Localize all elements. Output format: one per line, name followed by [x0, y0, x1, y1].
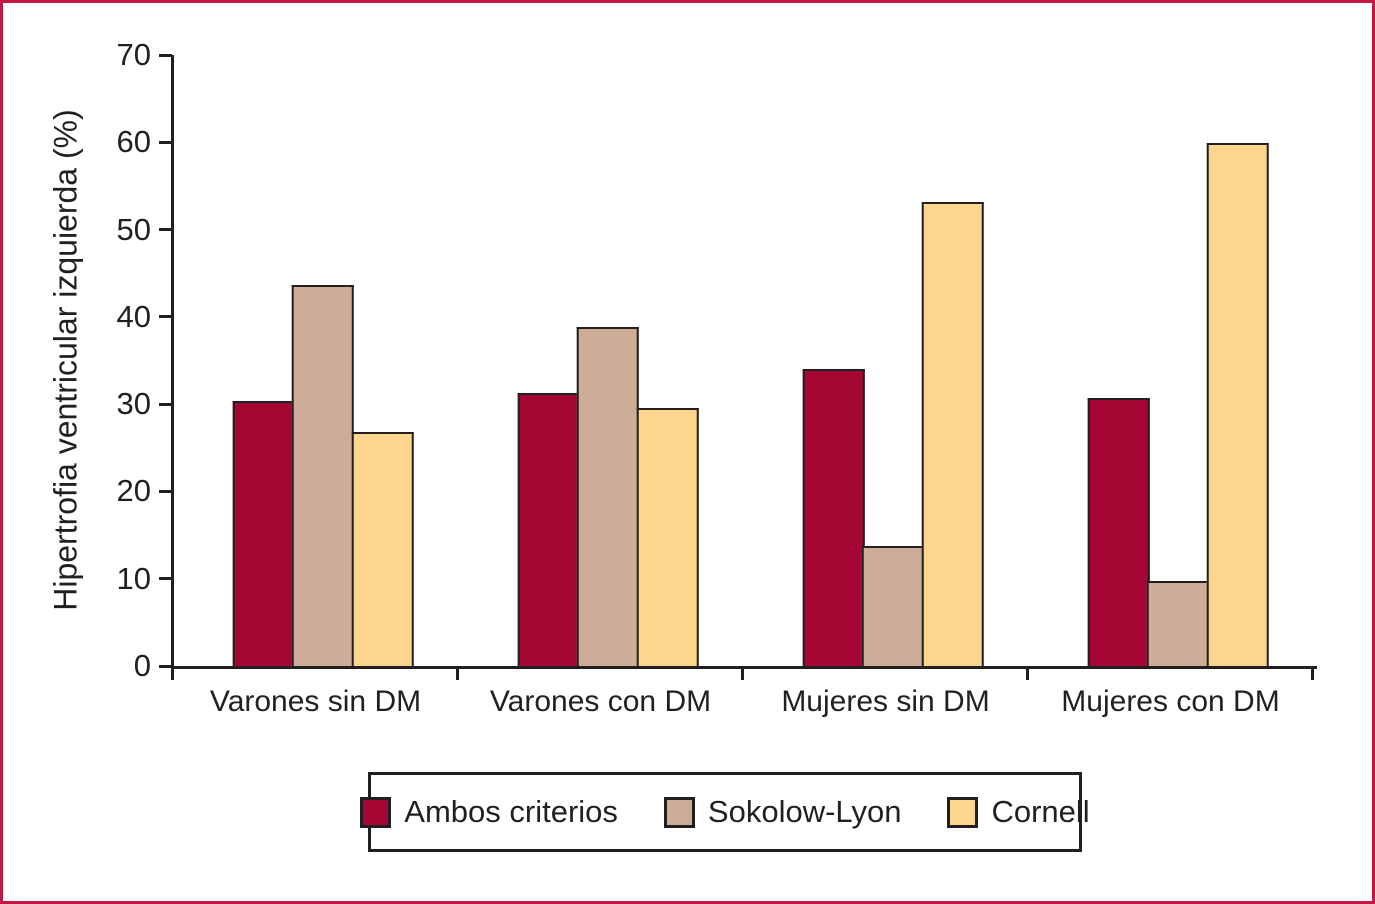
bar-group-2 — [458, 55, 743, 666]
x-tick-mark — [1311, 669, 1314, 680]
x-tick-mark — [171, 669, 174, 680]
x-category-label: Varones sin DM — [209, 685, 422, 718]
y-tick-mark — [159, 402, 172, 406]
bar — [576, 327, 639, 666]
plot-area — [173, 55, 1313, 666]
bar — [1146, 581, 1209, 666]
y-tick-mark — [159, 577, 172, 581]
bar — [351, 432, 414, 666]
legend-swatch — [947, 796, 979, 828]
y-tick-label: 70 — [116, 37, 151, 72]
bar-group-3 — [743, 55, 1028, 666]
bar — [1206, 143, 1269, 666]
legend-item: Sokolow-Lyon — [663, 794, 902, 830]
y-tick-mark — [159, 53, 172, 57]
y-tick-mark — [159, 140, 172, 144]
y-tick-label: 20 — [116, 473, 151, 509]
y-tick-label: 0 — [133, 648, 151, 683]
y-axis-line — [171, 55, 174, 680]
x-category-label: Mujeres con DM — [1061, 685, 1280, 718]
y-axis-title: Hipertrofia ventricular izquierda (%) — [47, 109, 84, 611]
bar — [232, 400, 295, 666]
bar-group-4 — [1028, 55, 1313, 666]
bar — [921, 201, 984, 666]
y-tick-mark — [159, 489, 172, 493]
y-tick-label: 10 — [116, 560, 151, 596]
y-tick-label: 60 — [116, 124, 151, 160]
y-tick-mark — [159, 664, 172, 668]
y-tick-label: 30 — [116, 386, 151, 422]
bar — [517, 392, 580, 666]
y-tick-mark — [159, 228, 172, 232]
bar — [802, 369, 865, 666]
y-tick-label: 40 — [116, 298, 151, 334]
bar-group-1 — [173, 55, 458, 666]
x-axis-line — [171, 666, 1317, 669]
x-tick-mark — [1026, 669, 1029, 680]
bar — [291, 284, 354, 666]
y-tick-mark — [159, 315, 172, 319]
x-category-label: Mujeres sin DM — [781, 685, 990, 718]
legend-swatch — [663, 796, 695, 828]
bar — [1087, 398, 1150, 666]
x-category-label: Varones con DM — [489, 685, 712, 718]
bar — [861, 545, 924, 666]
legend-swatch — [360, 796, 392, 828]
bar — [636, 407, 699, 666]
legend: Ambos criterios Sokolow-Lyon Cornell — [360, 772, 1090, 852]
x-tick-mark — [456, 669, 459, 680]
x-tick-mark — [741, 669, 744, 680]
legend-item: Cornell — [947, 794, 1090, 830]
legend-label: Sokolow-Lyon — [707, 794, 902, 829]
legend-label: Cornell — [991, 794, 1090, 829]
legend-label: Ambos criterios — [404, 794, 618, 829]
legend-item: Ambos criterios — [360, 794, 618, 830]
y-tick-label: 50 — [116, 211, 151, 247]
